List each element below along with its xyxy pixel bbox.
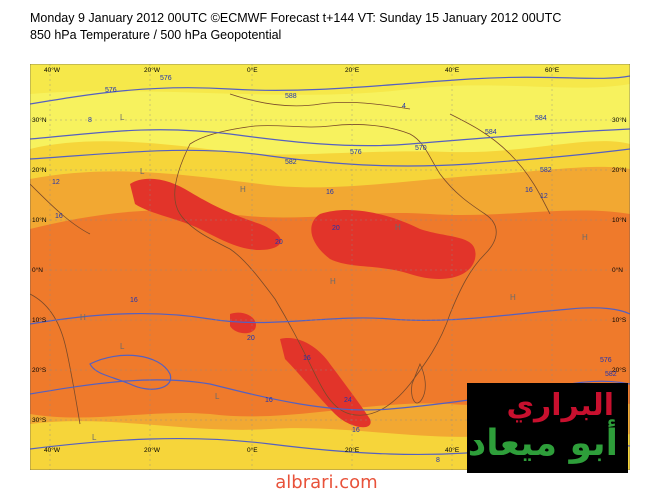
high-low-marker: L bbox=[120, 342, 125, 351]
lon-label-20w-bottom: 20°W bbox=[144, 446, 161, 454]
lat-label-30n: 30°N bbox=[32, 116, 47, 124]
isotherm-label: 16 bbox=[130, 297, 138, 304]
isotherm-label: 20 bbox=[247, 335, 255, 342]
very-hot-west-africa bbox=[130, 178, 281, 250]
arabia-coast bbox=[449, 113, 551, 215]
high-low-marker: L bbox=[120, 113, 125, 122]
contour-label: 576 bbox=[105, 87, 117, 94]
isotherm-label: 16 bbox=[525, 187, 533, 194]
high-low-marker: H bbox=[395, 223, 401, 232]
isotherm-label: 16 bbox=[326, 189, 334, 196]
lon-label-40w: 40°W bbox=[44, 66, 61, 74]
isotherm-label: 8 bbox=[436, 457, 440, 464]
contour-label: 582 bbox=[605, 371, 617, 378]
high-low-marker: L bbox=[215, 392, 220, 401]
contour-588-south bbox=[29, 307, 631, 325]
high-low-marker: H bbox=[80, 313, 86, 322]
contour-label: 582 bbox=[540, 167, 552, 174]
contour-closed-south-atlantic bbox=[89, 354, 172, 390]
lat-label-20s: 20°S bbox=[32, 366, 47, 374]
very-hot-central-africa bbox=[311, 209, 476, 279]
lon-label-20e: 20°E bbox=[345, 66, 360, 74]
site-url: albrari.com bbox=[275, 472, 378, 493]
high-low-marker: H bbox=[330, 277, 336, 286]
contour-label: 584 bbox=[535, 115, 547, 122]
lon-label-20w: 20°W bbox=[144, 66, 161, 74]
contour-576-north bbox=[29, 75, 631, 105]
lon-label-60e: 60°E bbox=[545, 66, 560, 74]
isotherm-label: 16 bbox=[352, 427, 360, 434]
lat-label-0n: 0°N bbox=[32, 266, 43, 274]
forecast-title: Monday 9 January 2012 00UTC ©ECMWF Forec… bbox=[30, 11, 562, 25]
isotherm-label: 20 bbox=[332, 225, 340, 232]
lon-label-0e-bottom: 0°E bbox=[247, 446, 258, 454]
isotherm-label: 4 bbox=[402, 103, 406, 110]
lat-label-0n-right: 0°N bbox=[612, 266, 623, 274]
contour-label: 576 bbox=[600, 357, 612, 364]
lon-label-40w-bottom: 40°W bbox=[44, 446, 61, 454]
hot-region bbox=[30, 209, 630, 418]
contour-label: 570 bbox=[415, 145, 427, 152]
high-low-marker: H bbox=[240, 185, 246, 194]
lat-label-10n-right: 10°N bbox=[612, 216, 627, 224]
contour-label: 582 bbox=[285, 159, 297, 166]
isotherm-label: 12 bbox=[540, 193, 548, 200]
high-low-marker: L bbox=[140, 167, 145, 176]
lon-label-40e-bottom: 40°E bbox=[445, 446, 460, 454]
isotherm-label: 8 bbox=[88, 117, 92, 124]
very-hot-patch bbox=[230, 312, 256, 334]
watermark-logo: البراري أبو ميعاد bbox=[467, 383, 628, 473]
contour-label: 588 bbox=[285, 93, 297, 100]
contour-label: 584 bbox=[485, 129, 497, 136]
lon-label-40e: 40°E bbox=[445, 66, 460, 74]
lon-label-0e: 0°E bbox=[247, 66, 258, 74]
africa-coast bbox=[174, 124, 497, 416]
forecast-subtitle: 850 hPa Temperature / 500 hPa Geopotenti… bbox=[30, 28, 282, 42]
high-low-marker: H bbox=[510, 293, 516, 302]
contour-label: 576 bbox=[350, 149, 362, 156]
lat-label-10s: 10°S bbox=[32, 316, 47, 324]
isotherm-label: 16 bbox=[265, 397, 273, 404]
lat-label-20n: 20°N bbox=[32, 166, 47, 174]
logo-line-1: البراري bbox=[506, 388, 614, 423]
isotherm-label: 16 bbox=[55, 213, 63, 220]
americas-coast bbox=[29, 183, 91, 425]
map-canvas: 40°W 20°W 0°E 20°E 40°E 60°E 40°W 20°W 0… bbox=[29, 63, 631, 471]
mediterranean-coast bbox=[229, 93, 411, 110]
isotherm-label: 20 bbox=[275, 239, 283, 246]
high-low-marker: L bbox=[92, 433, 97, 442]
lat-label-20s-right: 20°S bbox=[612, 366, 627, 374]
madagascar-coast bbox=[411, 363, 426, 404]
lat-label-30s: 30°S bbox=[32, 416, 47, 424]
lat-label-10n: 10°N bbox=[32, 216, 47, 224]
isotherm-label: 12 bbox=[52, 179, 60, 186]
lat-label-10s-right: 10°S bbox=[612, 316, 627, 324]
lat-label-30n-right: 30°N bbox=[612, 116, 627, 124]
logo-line-2: أبو ميعاد bbox=[467, 423, 618, 464]
isotherm-label: 24 bbox=[344, 397, 352, 404]
very-hot-southern-africa bbox=[280, 338, 371, 428]
lat-lon-grid bbox=[30, 64, 630, 470]
high-low-marker: H bbox=[582, 233, 588, 242]
forecast-map: 40°W 20°W 0°E 20°E 40°E 60°E 40°W 20°W 0… bbox=[29, 63, 631, 471]
contour-584-north bbox=[29, 128, 631, 147]
coastlines bbox=[29, 93, 551, 425]
cool-region bbox=[30, 64, 630, 95]
contour-label: 576 bbox=[160, 75, 172, 82]
isotherm-label: 16 bbox=[303, 355, 311, 362]
contour-588 bbox=[29, 148, 631, 167]
lat-label-20n-right: 20°N bbox=[612, 166, 627, 174]
lon-label-20e-bottom: 20°E bbox=[345, 446, 360, 454]
